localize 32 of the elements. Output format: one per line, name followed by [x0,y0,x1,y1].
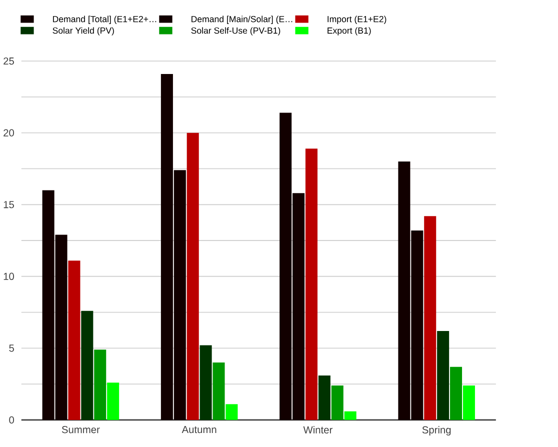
y-tick-label: 20 [4,129,14,137]
y-tick-label: 15 [4,201,14,208]
bar [318,376,330,420]
bar [81,310,94,420]
bar [462,386,475,420]
y-tick-label: 5 [9,344,14,352]
bar [107,382,120,420]
y-tick-label: 10 [4,272,14,280]
legend-label: Solar Yield (PV) [52,27,114,36]
legend-label: Demand [Total] (E1+E2+… [53,16,156,24]
x-tick-label: Summer [62,426,100,434]
bar [200,345,212,420]
bar [437,331,450,420]
x-tick-label: Winter [303,426,332,434]
bar [94,350,106,420]
legend-label: Import (E1+E2) [328,16,386,24]
x-tick-label: Spring [422,426,451,436]
legend-label: Export (B1) [328,27,371,36]
bar [68,260,80,420]
y-tick-label: 0 [9,416,14,424]
bar [424,216,436,420]
bar [226,404,238,420]
x-tick-label: Autumn [182,426,216,434]
legend-label: Demand [Main/Solar] (E… [192,16,292,24]
y-tick-label: 25 [4,58,14,65]
bar [450,366,462,420]
bar [331,386,344,420]
legend-label: Solar Self-Use (PV-B1) [191,27,280,36]
bar [305,148,318,420]
bar [212,362,225,420]
bar [186,132,199,420]
bar [344,411,356,420]
